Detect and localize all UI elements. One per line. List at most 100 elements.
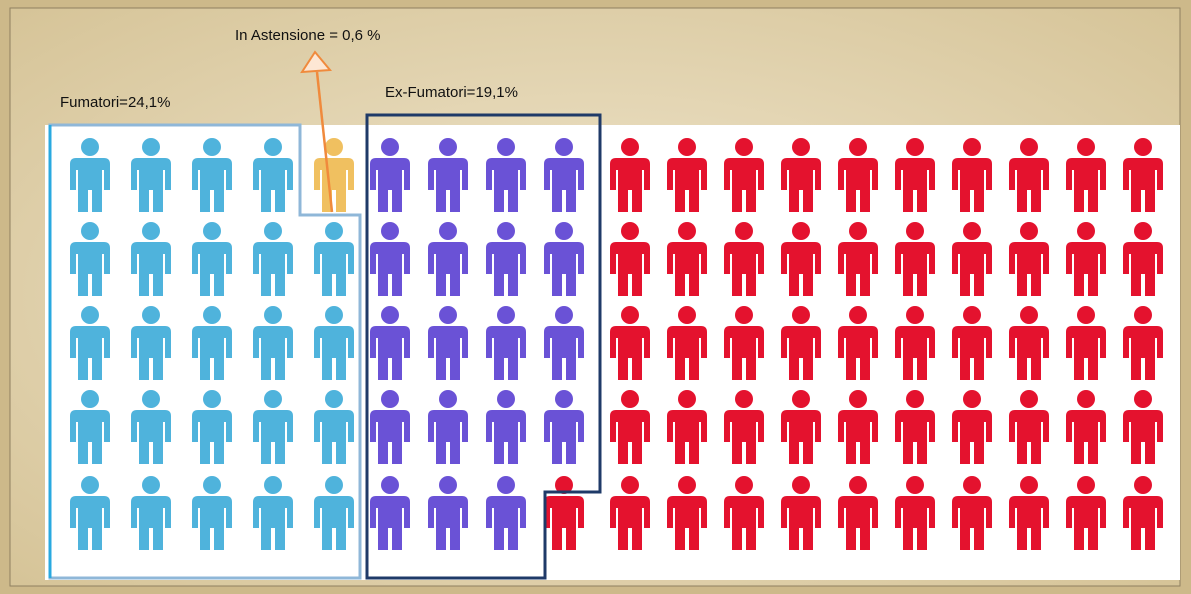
- icon-body: [314, 410, 354, 464]
- person-icon: [253, 222, 293, 296]
- icon-body: [192, 158, 232, 212]
- person-icon: [1009, 138, 1049, 212]
- person-icon: [895, 306, 935, 380]
- icon-head: [963, 222, 981, 240]
- icon-head: [142, 222, 160, 240]
- person-icon: [781, 222, 821, 296]
- icon-body: [1066, 410, 1106, 464]
- person-icon: [952, 306, 992, 380]
- icon-body: [667, 158, 707, 212]
- person-icon: [952, 476, 992, 550]
- person-icon: [428, 390, 468, 464]
- person-icon: [70, 306, 110, 380]
- person-icon: [667, 306, 707, 380]
- icon-grid: [70, 138, 1163, 550]
- person-icon: [895, 476, 935, 550]
- person-icon: [253, 476, 293, 550]
- person-icon: [70, 390, 110, 464]
- icon-head: [142, 476, 160, 494]
- icon-body: [428, 158, 468, 212]
- person-icon: [314, 306, 354, 380]
- person-icon: [838, 306, 878, 380]
- person-icon: [253, 390, 293, 464]
- icon-head: [439, 222, 457, 240]
- person-icon: [1009, 390, 1049, 464]
- icon-body: [192, 496, 232, 550]
- person-icon: [192, 390, 232, 464]
- icon-body: [544, 242, 584, 296]
- icon-body: [1009, 326, 1049, 380]
- icon-head: [906, 476, 924, 494]
- person-icon: [838, 222, 878, 296]
- icon-head: [81, 306, 99, 324]
- icon-head: [439, 306, 457, 324]
- icon-body: [70, 410, 110, 464]
- icon-body: [314, 496, 354, 550]
- person-icon: [895, 138, 935, 212]
- icon-head: [381, 306, 399, 324]
- icon-head: [963, 138, 981, 156]
- person-icon: [895, 222, 935, 296]
- person-icon: [1066, 222, 1106, 296]
- person-icon: [667, 390, 707, 464]
- person-icon: [486, 306, 526, 380]
- icon-body: [667, 242, 707, 296]
- icon-body: [838, 410, 878, 464]
- icon-body: [610, 496, 650, 550]
- icon-body: [895, 410, 935, 464]
- icon-head: [264, 222, 282, 240]
- icon-head: [381, 138, 399, 156]
- icon-body: [70, 158, 110, 212]
- icon-body: [428, 496, 468, 550]
- icon-head: [792, 306, 810, 324]
- icon-head: [81, 476, 99, 494]
- icon-head: [792, 390, 810, 408]
- icon-head: [906, 222, 924, 240]
- icon-head: [142, 138, 160, 156]
- icon-body: [781, 242, 821, 296]
- person-icon: [1123, 306, 1163, 380]
- person-icon: [131, 222, 171, 296]
- icon-body: [1123, 496, 1163, 550]
- person-icon: [610, 306, 650, 380]
- person-icon: [1009, 222, 1049, 296]
- person-icon: [370, 476, 410, 550]
- icon-body: [895, 242, 935, 296]
- icon-body: [253, 326, 293, 380]
- icon-head: [735, 306, 753, 324]
- icon-head: [678, 306, 696, 324]
- icon-body: [1066, 496, 1106, 550]
- icon-body: [724, 242, 764, 296]
- person-icon: [314, 476, 354, 550]
- arrow-line: [315, 71, 334, 213]
- icon-head: [735, 390, 753, 408]
- icon-head: [555, 306, 573, 324]
- ex-fumatori-label: Ex-Fumatori=19,1%: [385, 84, 518, 101]
- person-icon: [486, 476, 526, 550]
- icon-head: [735, 138, 753, 156]
- icon-head: [203, 222, 221, 240]
- icon-body: [1009, 410, 1049, 464]
- icon-body: [781, 326, 821, 380]
- icon-head: [497, 138, 515, 156]
- person-icon: [314, 138, 354, 212]
- icon-body: [1009, 158, 1049, 212]
- icon-body: [724, 496, 764, 550]
- icon-body: [253, 158, 293, 212]
- icon-head: [81, 138, 99, 156]
- icon-head: [81, 390, 99, 408]
- icon-body: [192, 242, 232, 296]
- icon-head: [792, 476, 810, 494]
- icon-body: [1066, 326, 1106, 380]
- person-icon: [253, 306, 293, 380]
- person-icon: [952, 390, 992, 464]
- icon-head: [439, 138, 457, 156]
- icon-body: [895, 158, 935, 212]
- person-icon: [428, 222, 468, 296]
- icon-head: [497, 306, 515, 324]
- icon-body: [610, 242, 650, 296]
- ex-fumatori-outline: [365, 113, 602, 580]
- icon-body: [1009, 496, 1049, 550]
- person-icon: [428, 306, 468, 380]
